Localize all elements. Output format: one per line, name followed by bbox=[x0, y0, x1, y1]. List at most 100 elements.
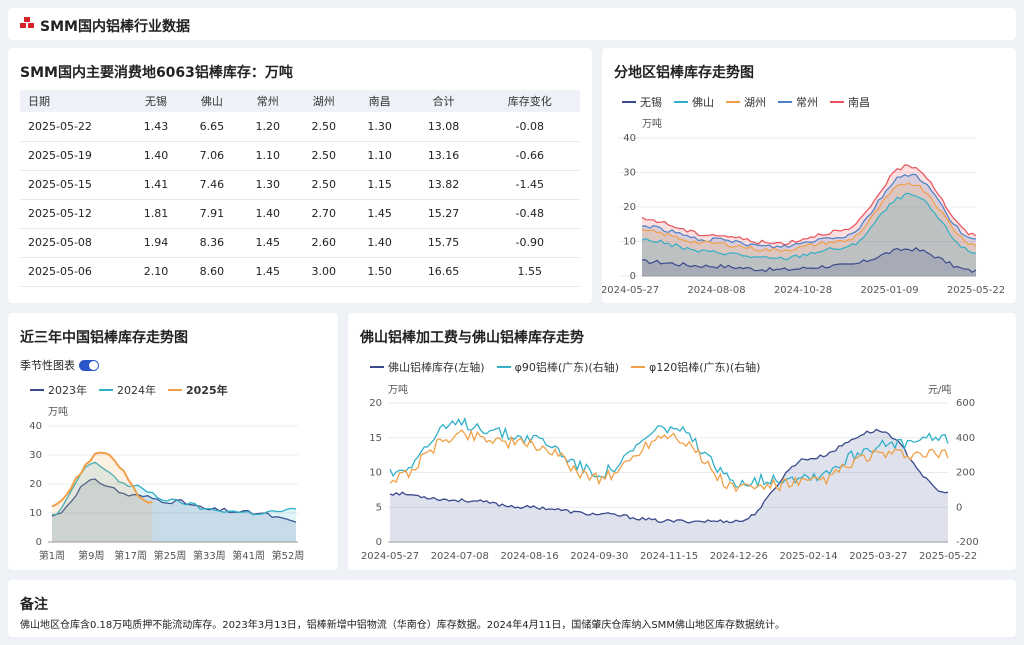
legend-item[interactable]: 无锡 bbox=[622, 94, 662, 110]
table-cell: 6.65 bbox=[183, 112, 240, 142]
table-cell: 2.10 bbox=[128, 257, 184, 287]
foshan-right-tick: -200 bbox=[956, 537, 979, 548]
table-cell: 1.45 bbox=[239, 228, 296, 258]
page-title: SMM国内铝棒行业数据 bbox=[40, 19, 190, 35]
table-cell: 2025-05-15 bbox=[20, 170, 128, 200]
table-cell: 13.08 bbox=[407, 112, 480, 142]
legend-label: 佛山铝棒库存(左轴) bbox=[388, 361, 485, 374]
table-row: 2025-05-19 1.40 7.06 1.10 2.50 1.10 13.16 -0.66 bbox=[20, 141, 580, 171]
legend-item[interactable]: 2024年 bbox=[99, 382, 156, 398]
table-cell: 1.81 bbox=[128, 199, 184, 229]
notes-panel: 备注 佛山地区仓库含0.18万吨质押不能流动库存。2023年3月13日，铝棒新增… bbox=[8, 580, 1016, 637]
legend-swatch bbox=[370, 366, 384, 368]
legend-label: 常州 bbox=[796, 96, 818, 109]
table-cell: -0.90 bbox=[479, 228, 580, 258]
legend-label: 无锡 bbox=[640, 96, 662, 109]
season-y-tick: 10 bbox=[29, 508, 42, 519]
legend-item[interactable]: 常州 bbox=[778, 94, 818, 110]
foshan-x-tick: 2024-08-16 bbox=[500, 551, 558, 562]
legend-item[interactable]: 南昌 bbox=[830, 94, 870, 110]
region-area-4 bbox=[642, 164, 976, 276]
foshan-right-tick: 200 bbox=[956, 468, 975, 479]
legend-swatch bbox=[830, 101, 844, 103]
legend-item[interactable]: 2023年 bbox=[30, 382, 87, 398]
legend-label: 2025年 bbox=[186, 384, 228, 397]
table-cell: 15.75 bbox=[407, 228, 480, 258]
table-cell: 13.82 bbox=[407, 170, 480, 200]
table-cell: 3.00 bbox=[295, 257, 352, 287]
legend-item[interactable]: φ120铝棒(广东)(右轴) bbox=[631, 359, 760, 375]
notes-text: 佛山地区仓库含0.18万吨质押不能流动库存。2023年3月13日，铝棒新增中铝物… bbox=[20, 620, 785, 631]
col-total: 合计 bbox=[407, 90, 480, 112]
legend-swatch bbox=[674, 101, 688, 103]
foshan-left-unit: 万吨 bbox=[388, 385, 408, 396]
table-cell: 1.10 bbox=[239, 141, 296, 171]
foshan-right-unit: 元/吨 bbox=[928, 385, 952, 396]
table-cell: 1.43 bbox=[128, 112, 184, 142]
table-cell: 1.50 bbox=[351, 257, 408, 287]
region-chart: 40 30 20 10 0 2024-05-27 2024-08-08 2024-10-28 2… bbox=[602, 133, 1005, 296]
table-cell: -1.45 bbox=[479, 170, 580, 200]
table-cell: 2025-05-06 bbox=[20, 257, 128, 287]
region-x-tick: 2024-05-27 bbox=[602, 285, 659, 296]
season-x-tick: 第1周 bbox=[39, 549, 65, 562]
table-cell: 7.91 bbox=[183, 199, 240, 229]
foshan-right-tick: 600 bbox=[956, 398, 975, 409]
table-cell: 1.15 bbox=[351, 170, 408, 200]
col-date: 日期 bbox=[20, 90, 128, 112]
legend-item[interactable]: 佛山 bbox=[674, 94, 714, 110]
season-chart-title: 近三年中国铝棒库存走势图 bbox=[20, 330, 188, 346]
foshan-right-tick: 400 bbox=[956, 433, 975, 444]
smm-logo-icon bbox=[20, 17, 34, 28]
col-nanchang: 南昌 bbox=[351, 90, 408, 112]
season-unit-label: 万吨 bbox=[48, 407, 68, 418]
table-cell: 2025-05-08 bbox=[20, 228, 128, 258]
region-x-tick: 2025-01-09 bbox=[860, 285, 918, 296]
region-y-tick: 10 bbox=[623, 237, 636, 248]
table-cell: 8.60 bbox=[183, 257, 240, 287]
legend-item[interactable]: φ90铝棒(广东)(右轴) bbox=[496, 359, 619, 375]
legend-swatch bbox=[631, 366, 646, 368]
season-x-tick: 第41周 bbox=[232, 549, 265, 562]
foshan-chart-panel: 佛山铝棒加工费与佛山铝棒库存走势 佛山铝棒库存(左轴) φ90铝棒(广东)(右轴)… bbox=[348, 313, 1016, 570]
season-x-tick: 第17周 bbox=[114, 549, 147, 562]
seasonal-toggle[interactable] bbox=[79, 359, 99, 371]
legend-label: 南昌 bbox=[848, 96, 870, 109]
season-chart-legend: 2023年 2024年 2025年 bbox=[30, 382, 228, 398]
col-huzhou: 湖州 bbox=[295, 90, 352, 112]
region-area-1 bbox=[642, 193, 976, 276]
seasonal-toggle-label: 季节性图表 bbox=[20, 359, 75, 372]
table-cell: 2025-05-19 bbox=[20, 141, 128, 171]
foshan-x-tick: 2025-02-14 bbox=[779, 551, 837, 562]
table-cell: 1.30 bbox=[239, 170, 296, 200]
legend-label: 湖州 bbox=[744, 96, 766, 109]
season-line-2 bbox=[51, 451, 153, 508]
table-row: 2025-05-12 1.81 7.91 1.40 2.70 1.45 15.27 -0.48 bbox=[20, 199, 580, 229]
legend-item[interactable]: 佛山铝棒库存(左轴) bbox=[370, 359, 485, 375]
table-cell: 1.45 bbox=[239, 257, 296, 287]
foshan-x-tick: 2024-07-08 bbox=[431, 551, 489, 562]
foshan-area-0 bbox=[390, 429, 948, 542]
table-cell: 1.55 bbox=[479, 257, 580, 287]
region-chart-legend: 无锡 佛山 湖州 常州 南昌 bbox=[622, 94, 870, 110]
region-y-tick: 0 bbox=[630, 271, 636, 282]
region-y-tick: 30 bbox=[623, 168, 636, 179]
legend-label: 2023年 bbox=[48, 384, 87, 397]
legend-swatch bbox=[726, 101, 740, 103]
legend-label: 佛山 bbox=[692, 96, 714, 109]
season-line-1 bbox=[51, 461, 297, 516]
legend-item[interactable]: 2025年 bbox=[168, 382, 228, 398]
foshan-chart: 20 15 10 5 0 600 400 200 0 -200 2024-05-27 2024-07-… bbox=[361, 398, 979, 562]
col-change: 库存变化 bbox=[479, 90, 580, 112]
season-area-2 bbox=[52, 452, 153, 542]
legend-item[interactable]: 湖州 bbox=[726, 94, 766, 110]
legend-label: φ120铝棒(广东)(右轴) bbox=[649, 361, 761, 374]
table-cell: -0.66 bbox=[479, 141, 580, 171]
seasonal-toggle-row: 季节性图表 bbox=[20, 357, 99, 373]
table-cell: 1.40 bbox=[239, 199, 296, 229]
region-area-0 bbox=[642, 247, 976, 276]
legend-swatch bbox=[30, 389, 44, 391]
legend-swatch bbox=[168, 389, 182, 391]
table-cell: 8.36 bbox=[183, 228, 240, 258]
